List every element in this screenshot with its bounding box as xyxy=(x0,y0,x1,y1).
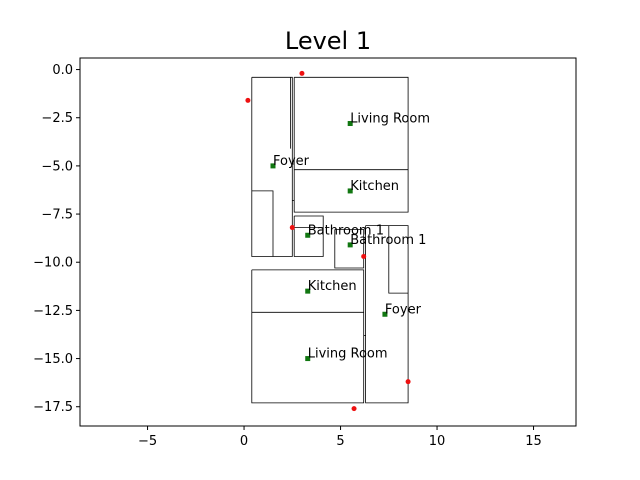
wall-0 xyxy=(251,76,293,257)
room-point xyxy=(347,121,353,127)
room-point xyxy=(347,188,353,194)
chart-title: Level 1 xyxy=(285,27,371,55)
wall-1 xyxy=(251,190,274,257)
y-tick-label: −17.5 xyxy=(33,400,73,415)
y-tick-label: −7.5 xyxy=(41,208,73,223)
x-tick-label: 0 xyxy=(240,434,248,449)
wall-7 xyxy=(293,215,324,257)
walls-layer xyxy=(251,76,409,404)
rooms-layer: Living Room Foyer Kitchen Bathroom 1Bathroo… xyxy=(270,112,430,362)
room-point xyxy=(305,288,311,294)
door-point xyxy=(361,253,367,259)
wall-12 xyxy=(251,269,365,404)
y-tick-label: −15.0 xyxy=(33,352,73,367)
room-label: Living Room xyxy=(308,347,388,362)
doors-layer xyxy=(245,70,411,412)
room-label: Bathroom 1 xyxy=(308,223,384,238)
room-label: Bathroom 1 xyxy=(350,233,426,248)
door-point xyxy=(299,70,305,76)
wall-10 xyxy=(365,225,409,404)
wall-5 xyxy=(293,76,409,213)
door-point xyxy=(351,406,357,412)
room-point xyxy=(382,311,388,317)
y-tick-label: −2.5 xyxy=(41,111,73,126)
wall-9 xyxy=(334,229,365,269)
plot-frame xyxy=(79,57,577,427)
room-point xyxy=(305,356,311,362)
x-tick-label: 5 xyxy=(336,434,344,449)
y-tick-label: −10.0 xyxy=(33,256,73,271)
room-point xyxy=(347,242,353,248)
x-tick-label: −5 xyxy=(138,434,157,449)
room-point xyxy=(270,163,276,169)
axes-layer: −5 0 5 10 15 0.0 −2.5 −5.0 −7.5 −10.0 −12.5 −15.0 −1… xyxy=(33,57,577,449)
y-tick-label: 0.0 xyxy=(52,63,73,78)
y-tick-label: −12.5 xyxy=(33,304,73,319)
x-tick-label: 10 xyxy=(429,434,446,449)
door-point xyxy=(289,225,295,231)
room-label: Kitchen xyxy=(350,179,399,194)
room-label: Living Room xyxy=(350,112,430,127)
room-label: Kitchen xyxy=(308,279,357,294)
y-tick-label: −5.0 xyxy=(41,159,73,174)
room-label: Foyer xyxy=(273,154,310,169)
x-tick-label: 15 xyxy=(525,434,542,449)
door-point xyxy=(245,97,251,103)
room-point xyxy=(305,232,311,238)
door-point xyxy=(405,379,411,385)
wall-11 xyxy=(388,225,409,294)
room-label: Foyer xyxy=(385,302,422,317)
